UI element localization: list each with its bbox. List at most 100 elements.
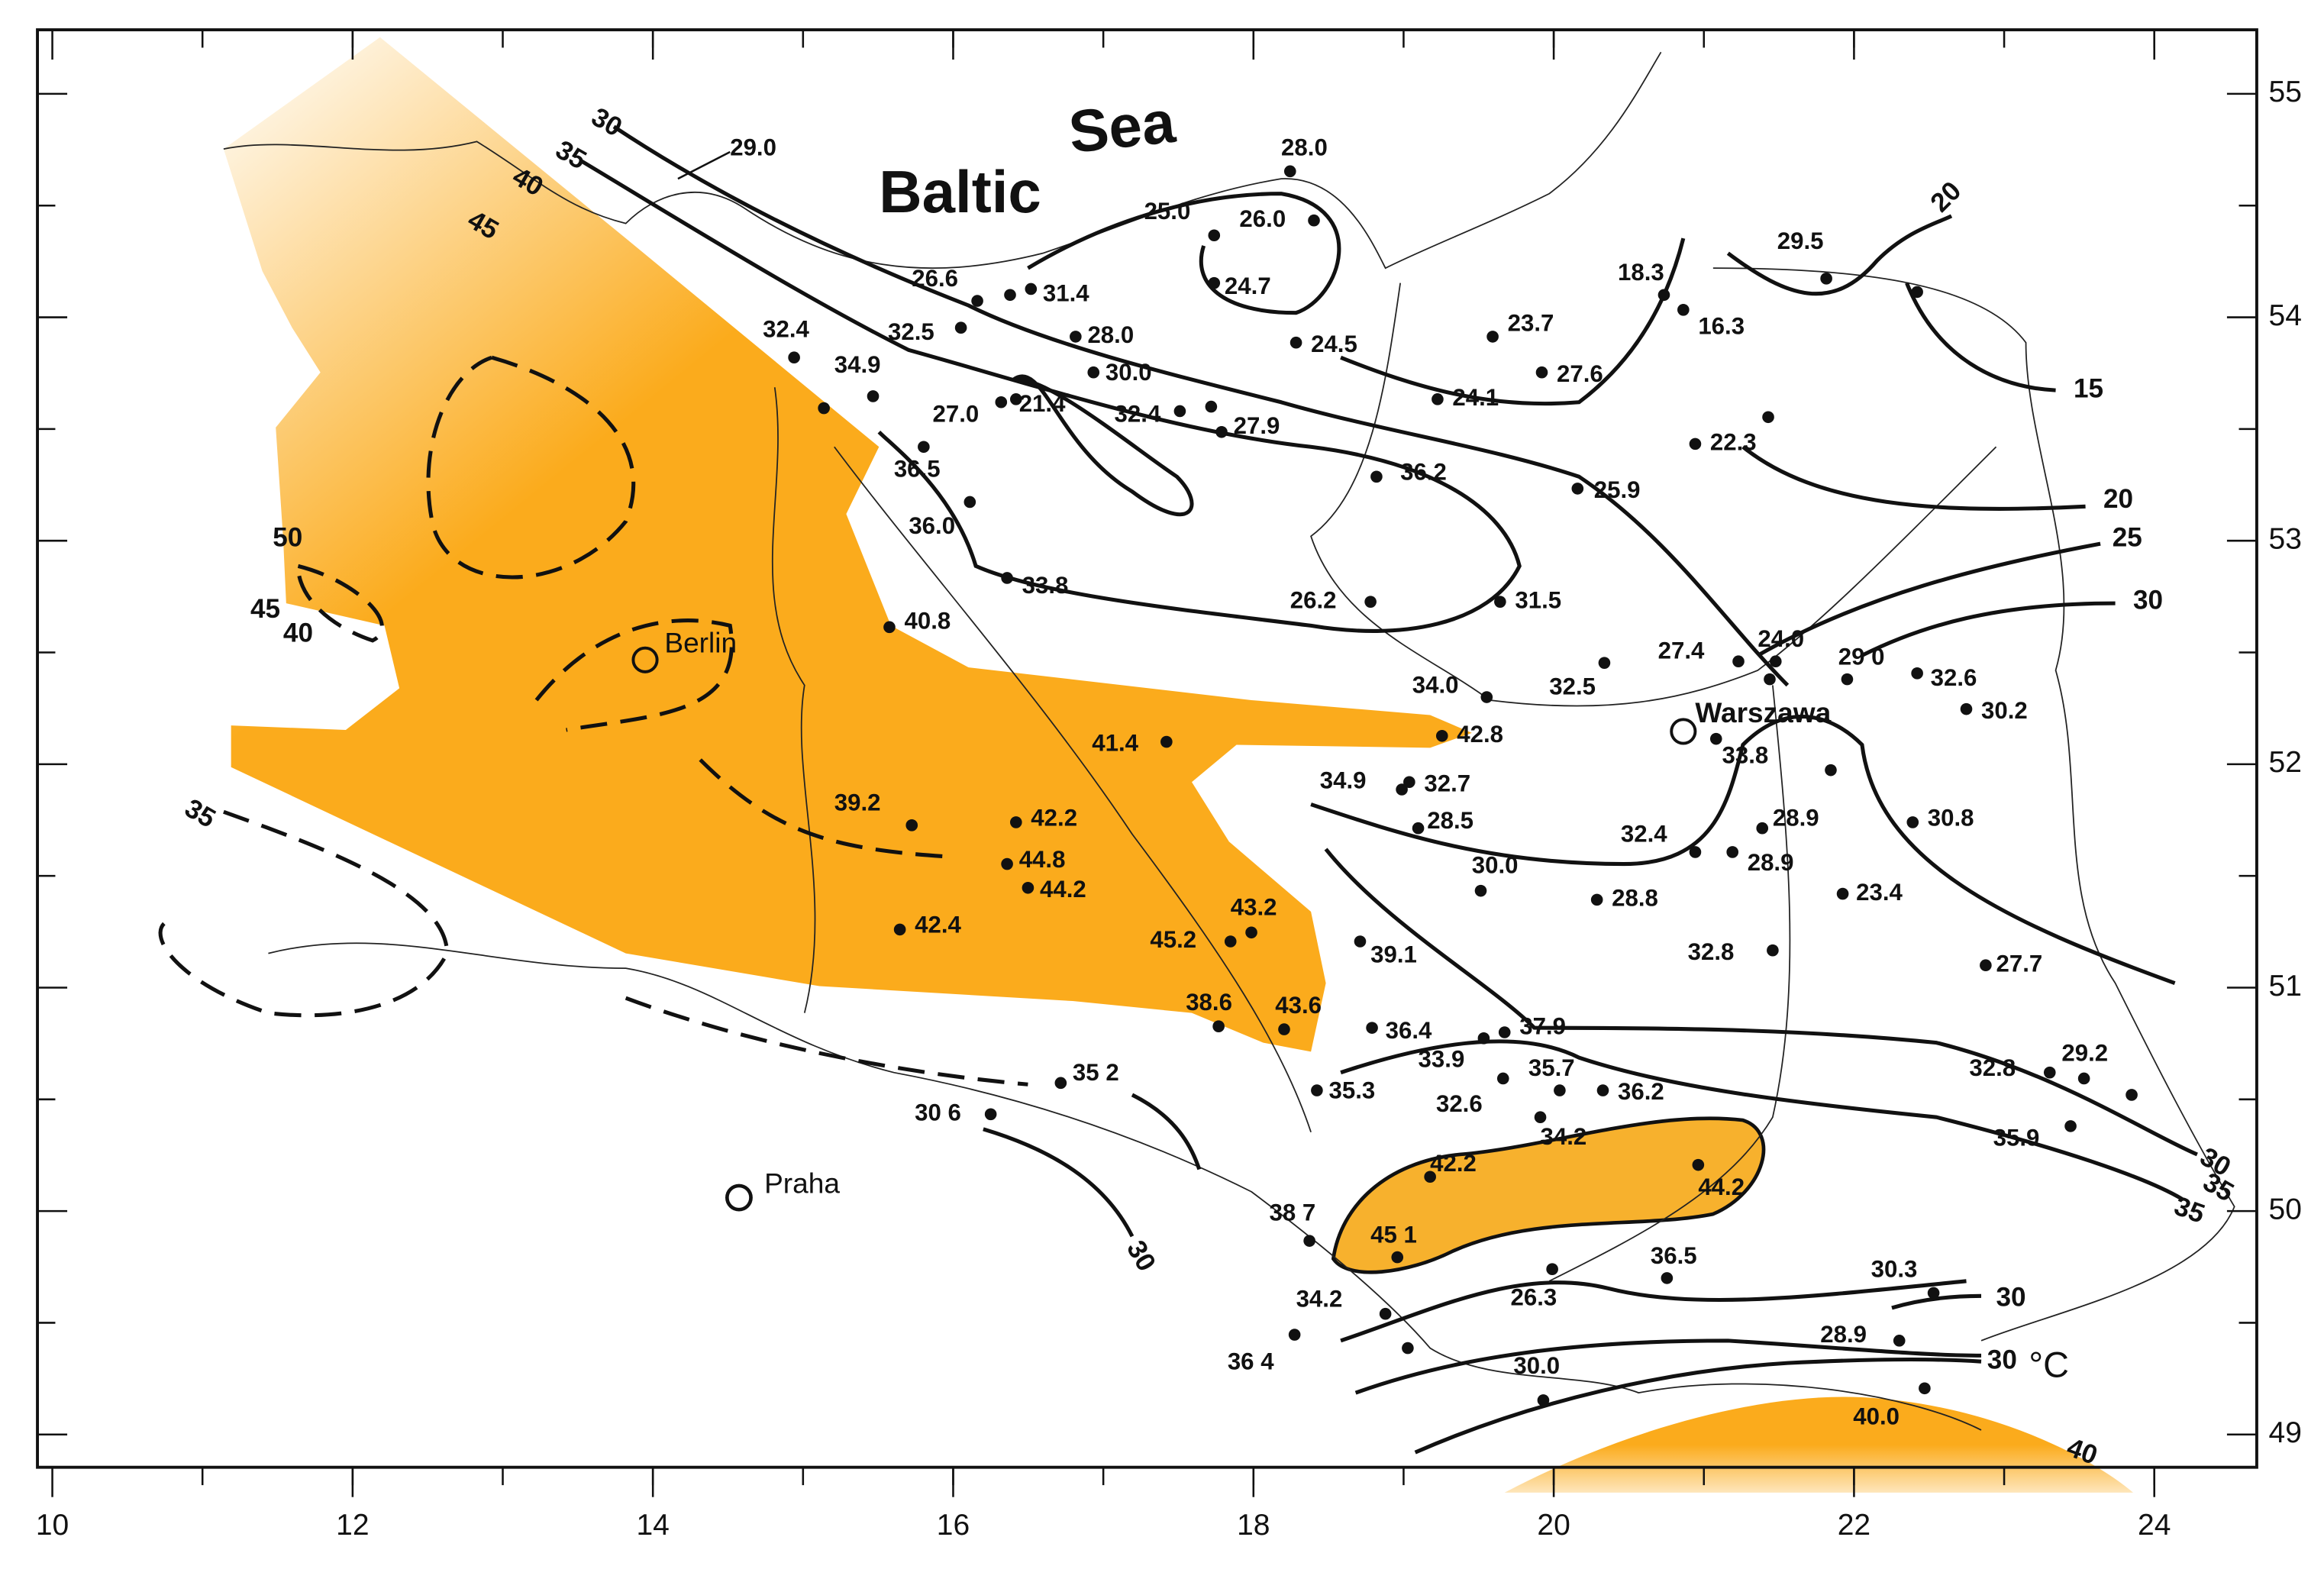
station-value: 16.3 xyxy=(1698,312,1745,339)
isoline-label: 35 xyxy=(179,793,220,834)
isoline xyxy=(1726,214,1953,296)
isoline xyxy=(1861,601,2116,657)
isoline-dashed xyxy=(699,758,947,859)
station-dot xyxy=(1689,438,1702,450)
station-value: 36.2 xyxy=(1618,1078,1664,1105)
station-dot xyxy=(1535,366,1548,379)
station-dot xyxy=(2064,1120,2077,1132)
station-value: 34.9 xyxy=(1320,767,1367,793)
station-value: 30.0 xyxy=(1472,852,1519,879)
station-value: 28.9 xyxy=(1773,804,1819,831)
station-value: 30.2 xyxy=(1981,697,2028,724)
leader-line xyxy=(677,150,731,180)
station-dot xyxy=(1025,283,1038,295)
station-dot xyxy=(1366,1022,1378,1034)
isoline xyxy=(1741,445,2086,511)
city-label: Praha xyxy=(764,1167,840,1200)
station-dot xyxy=(1396,783,1408,796)
station-dot xyxy=(1911,667,1923,680)
station-dot xyxy=(1311,1084,1323,1096)
station-value: 18.3 xyxy=(1618,259,1664,286)
longitude-label: 20 xyxy=(1537,1509,1570,1542)
city-marker xyxy=(631,646,659,673)
city-label: Berlin xyxy=(664,627,737,659)
station-dot xyxy=(1364,596,1377,608)
station-dot xyxy=(1208,229,1221,242)
isoline-label: 20 xyxy=(2103,484,2133,514)
isoline xyxy=(1340,1279,1967,1343)
longitude-label: 12 xyxy=(336,1509,369,1542)
isoline-label: 20 xyxy=(1925,176,1967,218)
station-dot xyxy=(1289,336,1302,349)
station-value: 30 6 xyxy=(915,1099,961,1126)
isoline-label: 30 xyxy=(2133,585,2163,615)
border-line xyxy=(268,942,1982,1431)
station-value: 35.3 xyxy=(1329,1077,1376,1103)
station-dot xyxy=(1432,393,1444,405)
station-dot xyxy=(1769,655,1782,668)
longitude-label: 24 xyxy=(2138,1509,2171,1542)
station-dot xyxy=(1379,1307,1392,1320)
station-dot xyxy=(1825,764,1837,777)
station-value: 32.6 xyxy=(1931,664,1977,691)
station-dot xyxy=(1762,411,1774,424)
station-value: 44.2 xyxy=(1698,1174,1745,1200)
longitude-label: 14 xyxy=(636,1509,669,1542)
station-dot xyxy=(1403,776,1415,789)
station-value: 26.3 xyxy=(1511,1284,1557,1310)
station-value: 40.8 xyxy=(904,608,951,635)
station-value: 39.1 xyxy=(1370,941,1417,968)
station-value: 27.0 xyxy=(933,401,980,428)
coastline xyxy=(223,51,1662,270)
isoline-label: 45 xyxy=(250,594,280,624)
city-marker xyxy=(1670,718,1697,745)
station-value: 25.9 xyxy=(1594,476,1641,503)
longitude-label: 16 xyxy=(937,1509,970,1542)
station-dot xyxy=(954,321,967,334)
isoline xyxy=(1905,282,2056,392)
station-dot xyxy=(1391,1251,1404,1264)
unlabeled-points xyxy=(818,283,2138,1355)
station-dot xyxy=(1692,1158,1705,1171)
station-dot xyxy=(971,295,983,307)
station-value: 33.8 xyxy=(1022,572,1069,599)
station-value: 32.4 xyxy=(1621,821,1667,848)
station-dot xyxy=(1767,944,1779,957)
station-dot xyxy=(1820,273,1832,285)
station-value: 38.6 xyxy=(1186,989,1232,1016)
station-value: 28.0 xyxy=(1087,321,1134,348)
isoline-label: 40 xyxy=(283,618,313,647)
station-value: 27.7 xyxy=(1996,950,2043,977)
station-dot xyxy=(1480,691,1493,703)
unit-label: °C xyxy=(2029,1345,2069,1384)
latitude-label: 52 xyxy=(2269,746,2302,779)
station-value: 32.7 xyxy=(1424,770,1470,796)
border-line xyxy=(771,387,816,1013)
station-dot xyxy=(867,390,880,402)
station-dot xyxy=(893,923,906,936)
station-value: 29.2 xyxy=(2061,1040,2108,1067)
zone-above-40 xyxy=(223,37,1472,1052)
station-dot xyxy=(1919,1382,1931,1395)
station-dot xyxy=(1534,1111,1547,1124)
station-dot xyxy=(1590,893,1603,906)
station-dot xyxy=(1726,846,1739,858)
station-dot xyxy=(788,351,800,364)
station-dot xyxy=(1764,673,1776,686)
city-marker xyxy=(725,1183,753,1212)
isoline xyxy=(1354,1338,1982,1395)
station-value: 30.8 xyxy=(1928,804,1974,831)
station-dot xyxy=(1010,393,1022,405)
station-dot xyxy=(1303,1235,1315,1247)
station-dot xyxy=(905,819,918,831)
city-label: Warszawa xyxy=(1695,696,1831,728)
station-value: 31.4 xyxy=(1043,280,1089,307)
station-dot xyxy=(1402,1342,1414,1355)
station-dot xyxy=(1494,596,1506,608)
station-value: 33.9 xyxy=(1419,1045,1465,1072)
isoline xyxy=(1131,1093,1202,1171)
map-frame xyxy=(36,28,2258,1469)
station-dot xyxy=(1022,881,1035,894)
station-value: 30.3 xyxy=(1871,1255,1918,1282)
station-dot xyxy=(1893,1335,1906,1347)
